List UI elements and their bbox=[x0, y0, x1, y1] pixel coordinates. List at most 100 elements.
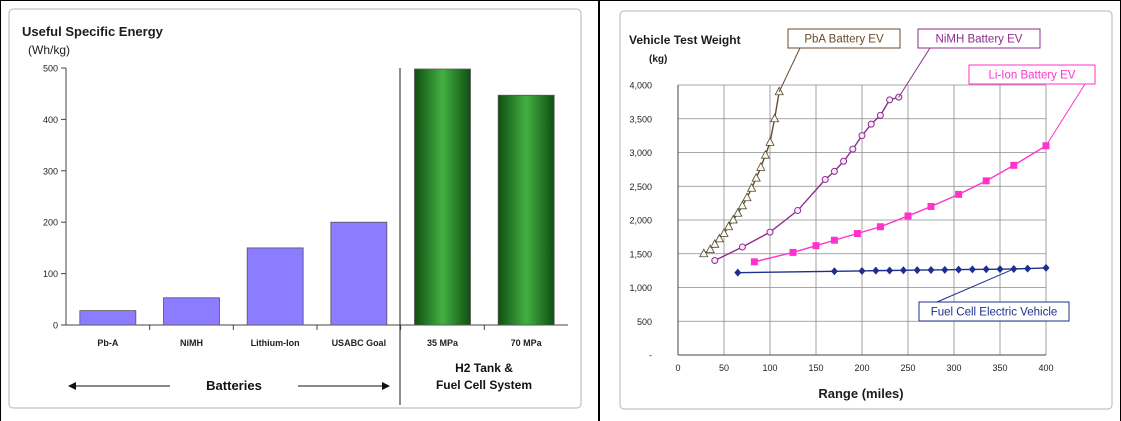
line-x-tick-label: 0 bbox=[675, 363, 680, 373]
data-point-pba-battery-ev bbox=[737, 200, 748, 210]
data-point-pba-battery-ev bbox=[769, 113, 780, 123]
data-point-fuel-cell-electric-vehicle bbox=[996, 265, 1004, 274]
line-x-tick-label: 400 bbox=[1038, 363, 1053, 373]
line-x-tick-label: 350 bbox=[992, 363, 1007, 373]
callout-leader-fuel-cell-electric-vehicle bbox=[936, 268, 1014, 303]
data-point-fuel-cell-electric-vehicle bbox=[927, 265, 935, 274]
callout-leader-pba-battery-ev bbox=[778, 47, 801, 92]
data-point-li-ion-battery-ev bbox=[876, 223, 884, 231]
callout-label-pba-battery-ev: PbA Battery EV bbox=[804, 34, 884, 46]
data-point-pba-battery-ev bbox=[710, 238, 720, 248]
bar-x-tick-label: Lithium-Ion bbox=[251, 338, 300, 348]
callout-leader-nimh-battery-ev bbox=[898, 47, 931, 98]
bar-y-tick-label: 500 bbox=[43, 64, 58, 74]
data-point-li-ion-battery-ev bbox=[982, 177, 990, 185]
callout-box-nimh-battery-ev bbox=[917, 28, 1041, 49]
data-point-fuel-cell-electric-vehicle bbox=[968, 265, 976, 274]
data-point-fuel-cell-electric-vehicle bbox=[830, 267, 838, 276]
data-point-fuel-cell-electric-vehicle bbox=[872, 266, 880, 275]
batteries-arrow-left-head bbox=[68, 382, 76, 390]
series-pba-battery-ev bbox=[699, 86, 784, 258]
series-line-li-ion-battery-ev bbox=[754, 145, 1047, 263]
bar-x-tick-label: 70 MPa bbox=[511, 338, 543, 348]
bar-y-tick-label: 400 bbox=[43, 115, 58, 125]
bar-usabc-goal bbox=[330, 221, 388, 326]
callout-label-nimh-battery-ev: NiMH Battery EV bbox=[936, 34, 1023, 46]
bar-pb-a bbox=[79, 310, 137, 326]
frame-left-line bbox=[0, 0, 1, 421]
line-y-tick-label: 3,500 bbox=[629, 114, 652, 124]
data-point-fuel-cell-electric-vehicle bbox=[941, 265, 949, 274]
line-x-tick-label: 250 bbox=[900, 363, 915, 373]
data-point-pba-battery-ev bbox=[756, 162, 766, 171]
line-y-tick-label: 500 bbox=[637, 317, 652, 327]
data-point-fuel-cell-electric-vehicle bbox=[1042, 263, 1050, 272]
data-point-li-ion-battery-ev bbox=[904, 212, 912, 220]
data-point-nimh-battery-ev bbox=[830, 167, 838, 175]
data-point-li-ion-battery-ev bbox=[830, 236, 838, 244]
data-point-nimh-battery-ev bbox=[821, 176, 829, 183]
data-point-li-ion-battery-ev bbox=[853, 230, 861, 237]
line-y-tick-label: 1,000 bbox=[629, 283, 652, 293]
line-x-tick-label: 300 bbox=[946, 363, 961, 373]
data-point-nimh-battery-ev bbox=[711, 257, 719, 264]
data-point-fuel-cell-electric-vehicle bbox=[858, 266, 866, 275]
bar-chart-y-label: (Wh/kg) bbox=[28, 43, 70, 57]
data-point-nimh-battery-ev bbox=[876, 111, 884, 119]
bar-y-tick-label: 100 bbox=[43, 269, 58, 279]
data-point-li-ion-battery-ev bbox=[812, 242, 820, 250]
bar-70-mpa bbox=[497, 94, 555, 326]
data-point-nimh-battery-ev bbox=[886, 96, 894, 104]
data-point-li-ion-battery-ev bbox=[750, 258, 758, 266]
bar-y-tick-label: 300 bbox=[43, 166, 58, 176]
data-point-nimh-battery-ev bbox=[849, 145, 857, 153]
bar-lithium-ion bbox=[246, 247, 304, 326]
panel-divider bbox=[598, 0, 600, 421]
line-x-tick-label: 50 bbox=[719, 363, 729, 373]
data-point-pba-battery-ev bbox=[751, 172, 761, 182]
data-point-pba-battery-ev bbox=[705, 244, 715, 254]
bar-y-tick-label: 200 bbox=[43, 218, 58, 228]
callout-box-fuel-cell-electric-vehicle bbox=[918, 301, 1070, 322]
data-point-pba-battery-ev bbox=[728, 214, 738, 224]
bar-x-tick-label: 35 MPa bbox=[427, 338, 459, 348]
line-y-tick-label: 2,500 bbox=[629, 182, 652, 192]
callout-box-li-ion-battery-ev bbox=[968, 64, 1096, 85]
callout-leader-li-ion-battery-ev bbox=[1045, 83, 1086, 147]
line-x-tick-label: 150 bbox=[808, 363, 823, 373]
line-chart-y-label: (kg) bbox=[649, 54, 667, 65]
line-y-tick-label: 2,000 bbox=[629, 216, 652, 226]
data-point-fuel-cell-electric-vehicle bbox=[913, 266, 921, 275]
data-point-li-ion-battery-ev bbox=[955, 190, 963, 198]
data-point-fuel-cell-electric-vehicle bbox=[886, 266, 894, 275]
specific-energy-bar-chart: Useful Specific Energy (Wh/kg) 500 400 300… bbox=[8, 8, 582, 409]
bar-chart-border bbox=[8, 8, 582, 409]
data-point-pba-battery-ev bbox=[733, 207, 743, 217]
data-point-fuel-cell-electric-vehicle bbox=[955, 265, 963, 274]
data-point-pba-battery-ev bbox=[719, 228, 729, 237]
data-point-nimh-battery-ev bbox=[794, 207, 802, 215]
data-point-nimh-battery-ev bbox=[840, 157, 848, 165]
data-point-pba-battery-ev bbox=[746, 182, 757, 192]
series-fuel-cell-electric-vehicle bbox=[734, 263, 1050, 277]
group-label-batteries: Batteries bbox=[206, 378, 262, 393]
data-point-li-ion-battery-ev bbox=[1010, 161, 1018, 169]
line-x-tick-label: 200 bbox=[854, 363, 869, 373]
line-y-tick-label: 3,000 bbox=[629, 148, 652, 158]
data-point-fuel-cell-electric-vehicle bbox=[982, 265, 990, 274]
frame-top-line bbox=[0, 0, 1121, 1]
series-nimh-battery-ev bbox=[711, 93, 903, 264]
line-y-tick-label: - bbox=[649, 351, 652, 361]
series-line-fuel-cell-electric-vehicle bbox=[737, 267, 1047, 274]
bar-chart-title: Useful Specific Energy bbox=[22, 24, 164, 39]
callout-label-fuel-cell-electric-vehicle: Fuel Cell Electric Vehicle bbox=[931, 307, 1058, 319]
data-point-pba-battery-ev bbox=[765, 137, 775, 146]
line-x-tick-label: 100 bbox=[762, 363, 777, 373]
data-point-fuel-cell-electric-vehicle bbox=[1024, 264, 1032, 273]
bar-35-mpa bbox=[414, 68, 471, 326]
group-label-h2-line2: Fuel Cell System bbox=[436, 378, 532, 392]
data-point-li-ion-battery-ev bbox=[789, 248, 797, 256]
data-point-nimh-battery-ev bbox=[858, 132, 866, 140]
line-chart-title: Vehicle Test Weight bbox=[629, 33, 741, 47]
